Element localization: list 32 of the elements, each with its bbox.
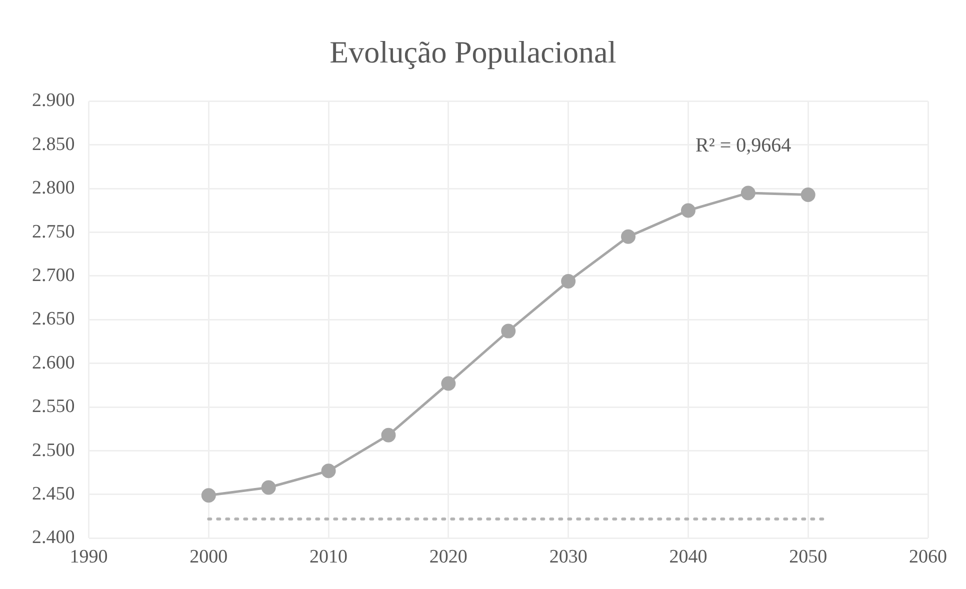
point (561, 274, 576, 288)
x-tick-label: 2040 (669, 546, 708, 568)
x-tick-label: 2020 (429, 546, 468, 568)
annotation: R² = 0,9664 (696, 134, 792, 156)
point (621, 229, 636, 244)
x-tick-label: 2060 (909, 546, 947, 568)
y-tick-label: 2.600 (32, 352, 75, 374)
y-tick-label: 2.550 (32, 396, 75, 418)
point (501, 324, 516, 338)
y-tick-label: 2.450 (32, 483, 75, 504)
x-tick-label: 2030 (549, 546, 588, 568)
point (441, 376, 456, 391)
point (321, 464, 336, 478)
point (261, 480, 276, 495)
y-tick-label: 2.650 (32, 308, 75, 330)
point (740, 186, 756, 200)
x-tick-label: 2010 (310, 546, 348, 568)
point (800, 187, 816, 202)
y-tick-label: 2.850 (32, 134, 75, 155)
point (680, 203, 696, 218)
chart-title: Evolução Populacional (330, 34, 616, 70)
x-tick-label: 2000 (190, 546, 228, 568)
point (381, 428, 396, 442)
y-tick-label: 2.500 (32, 440, 75, 461)
x-tick-label: 2050 (789, 546, 828, 568)
y-tick-label: 2.750 (32, 221, 75, 242)
point (201, 488, 216, 503)
y-tick-label: 2.900 (32, 90, 75, 112)
y-tick-label: 2.800 (32, 178, 75, 199)
x-tick-label: 1990 (70, 546, 108, 568)
y-tick-label: 2.400 (32, 527, 75, 548)
y-tick-label: 2.700 (32, 264, 75, 286)
